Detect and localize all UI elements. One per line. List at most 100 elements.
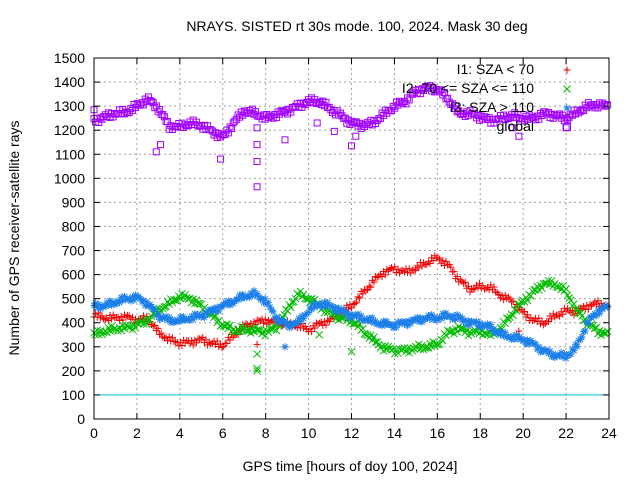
series-1-i1-sza-70-point <box>151 321 159 329</box>
series-4-global-point <box>159 111 167 119</box>
series-3-i3-sza-110-point <box>573 342 581 350</box>
series-2-i2-70-sza-110-point <box>427 342 436 351</box>
series-4-global-outlier <box>157 141 165 149</box>
legend-marker-glyph <box>563 66 571 74</box>
series-1-i1-sza-70-point <box>381 271 389 279</box>
series-1-i1-sza-70-point <box>584 305 592 313</box>
x-axis-label: GPS time [hours of doy 100, 2024] <box>243 458 458 474</box>
series-1-i1-sza-70-point <box>101 316 109 324</box>
axes: 0 2 4 6 8 10 12 14 16 18 20 22 240100200300400500600… <box>54 50 617 441</box>
series-3-i3-sza-110-point <box>186 317 194 325</box>
series-1-i1-sza-70-point <box>308 328 316 336</box>
series-2-i2-70-sza-110-point <box>458 324 466 333</box>
series-3-i3-sza-110-point <box>570 347 578 355</box>
series-1-i1-sza-70-point <box>436 255 444 263</box>
series-2-i2-70-sza-110-point <box>539 280 548 288</box>
y-tick-label: 500 <box>62 291 86 307</box>
y-tick-label: 1200 <box>54 122 85 138</box>
legend-marker-glyph <box>563 123 571 131</box>
series-1-i1-sza-70-point <box>367 283 375 291</box>
series-1-i1-sza-70-point <box>469 286 477 294</box>
series-1-i1-sza-70-point <box>500 296 508 304</box>
series-2-i2-70-sza-110-point <box>370 333 378 341</box>
series-2-i2-70-sza-110-point <box>358 324 367 333</box>
series-4-global-outlier <box>348 142 355 150</box>
series-1-i1-sza-70-point <box>524 311 532 319</box>
series-1-i1-sza-70-point <box>168 334 176 342</box>
series-1-i1-sza-70-point <box>549 310 557 318</box>
series-3-i3-sza-110-point <box>581 327 589 335</box>
series-1-i1-sza-70-point <box>415 264 423 272</box>
series-1-i1-sza-70-point <box>447 263 455 271</box>
series-1-i1-sza-70-point <box>128 313 136 321</box>
series-1-i1-sza-70-point <box>410 267 418 275</box>
y-tick-label: 300 <box>62 339 86 355</box>
series-2-i2-70-sza-110-point <box>349 319 358 328</box>
series-2-i2-70-sza-110-point <box>170 295 178 304</box>
series-1-i1-sza-70-point <box>98 312 106 320</box>
series-2-i2-70-sza-110-point <box>509 311 518 320</box>
series-1-i1-sza-70-point <box>311 324 319 332</box>
series-2-i2-70-sza-110-point <box>512 306 521 315</box>
series-1-i1-sza-70-point <box>365 282 373 290</box>
y-tick-label: 400 <box>62 315 86 331</box>
series-1-i1-sza-70-point <box>213 337 221 345</box>
series-1-i1-sza-70-point <box>300 324 308 332</box>
series-3-i3-sza-110 <box>90 287 612 362</box>
series-1-i1-sza-70-point <box>197 335 205 343</box>
series-1-i1-sza-70-point <box>479 282 487 290</box>
series-1-i1-sza-70-point <box>354 293 362 301</box>
series-2-i2-70-sza-110-outlier <box>253 367 261 375</box>
series-1-i1-sza-70-point <box>263 320 271 328</box>
series-1-i1-sza-70-point <box>426 259 434 267</box>
x-tick-label: 6 <box>219 425 227 441</box>
series-2-i2-70-sza-110-point <box>266 324 274 333</box>
y-tick-label: 900 <box>62 194 86 210</box>
series-4-global-outlier <box>313 119 321 127</box>
series-1-i1-sza-70-point <box>386 264 394 272</box>
series-4-global-outlier <box>253 141 261 149</box>
series-2-i2-70-sza-110-point <box>389 345 398 354</box>
series-1-i1-sza-70-point <box>405 265 413 273</box>
series-1-i1-sza-70-point <box>394 265 402 273</box>
series-3-i3-sza-110-outlier <box>281 343 289 351</box>
y-tick-label: 1000 <box>54 170 85 186</box>
y-tick-label: 700 <box>62 243 86 259</box>
series-1-i1-sza-70-point <box>418 262 426 270</box>
x-tick-label: 8 <box>262 425 270 441</box>
y-tick-label: 1100 <box>55 146 85 162</box>
series-1-i1-sza-70-point <box>383 266 391 274</box>
series-1-i1-sza-70-point <box>92 310 100 318</box>
series-1-i1-sza-70-point <box>149 322 157 330</box>
series-1-i1-sza-70-point <box>188 337 196 345</box>
series-2-i2-70-sza-110-point <box>310 295 319 304</box>
legend-label-4: global <box>497 118 534 134</box>
series-1-i1-sza-70-point <box>373 273 381 281</box>
legend-label-3: I3: SZA > 110 <box>450 99 534 115</box>
series-1-i1-sza-70-point <box>458 277 466 285</box>
series-3-i3-sza-110-point <box>549 350 557 358</box>
series-1-i1-sza-70-point <box>218 344 226 352</box>
series-1-i1-sza-70-point <box>421 261 429 269</box>
series-1-i1-sza-70-point <box>344 305 352 313</box>
series-3-i3-sza-110-point <box>269 308 277 316</box>
series-1-i1-sza-70-point <box>260 319 268 327</box>
series-2-i2-70-sza-110-point <box>242 326 250 335</box>
legend-marker-4 <box>563 123 571 131</box>
series-2-i2-70-sza-110-point <box>552 282 561 291</box>
series-2-i2-70-sza-110-outlier <box>315 330 324 339</box>
series-1-i1-sza-70-point <box>165 333 173 341</box>
series-2-i2-70-sza-110-point <box>456 325 465 333</box>
series-4-global-outlier <box>508 124 516 132</box>
legend-marker-glyph <box>563 85 571 93</box>
x-tick-label: 24 <box>601 425 617 441</box>
series-2-i2-70-sza-110-point <box>573 304 582 312</box>
series-1-i1-sza-70-point <box>400 268 408 276</box>
series-1-i1-sza-70-point <box>535 314 543 322</box>
series-2-i2-70-sza-110-point <box>286 303 295 312</box>
series-3-i3-sza-110-point <box>215 307 223 315</box>
series-2-i2-70-sza-110-point <box>117 326 126 335</box>
x-tick-label: 20 <box>515 425 531 441</box>
series-1-i1-sza-70-point <box>167 337 175 345</box>
